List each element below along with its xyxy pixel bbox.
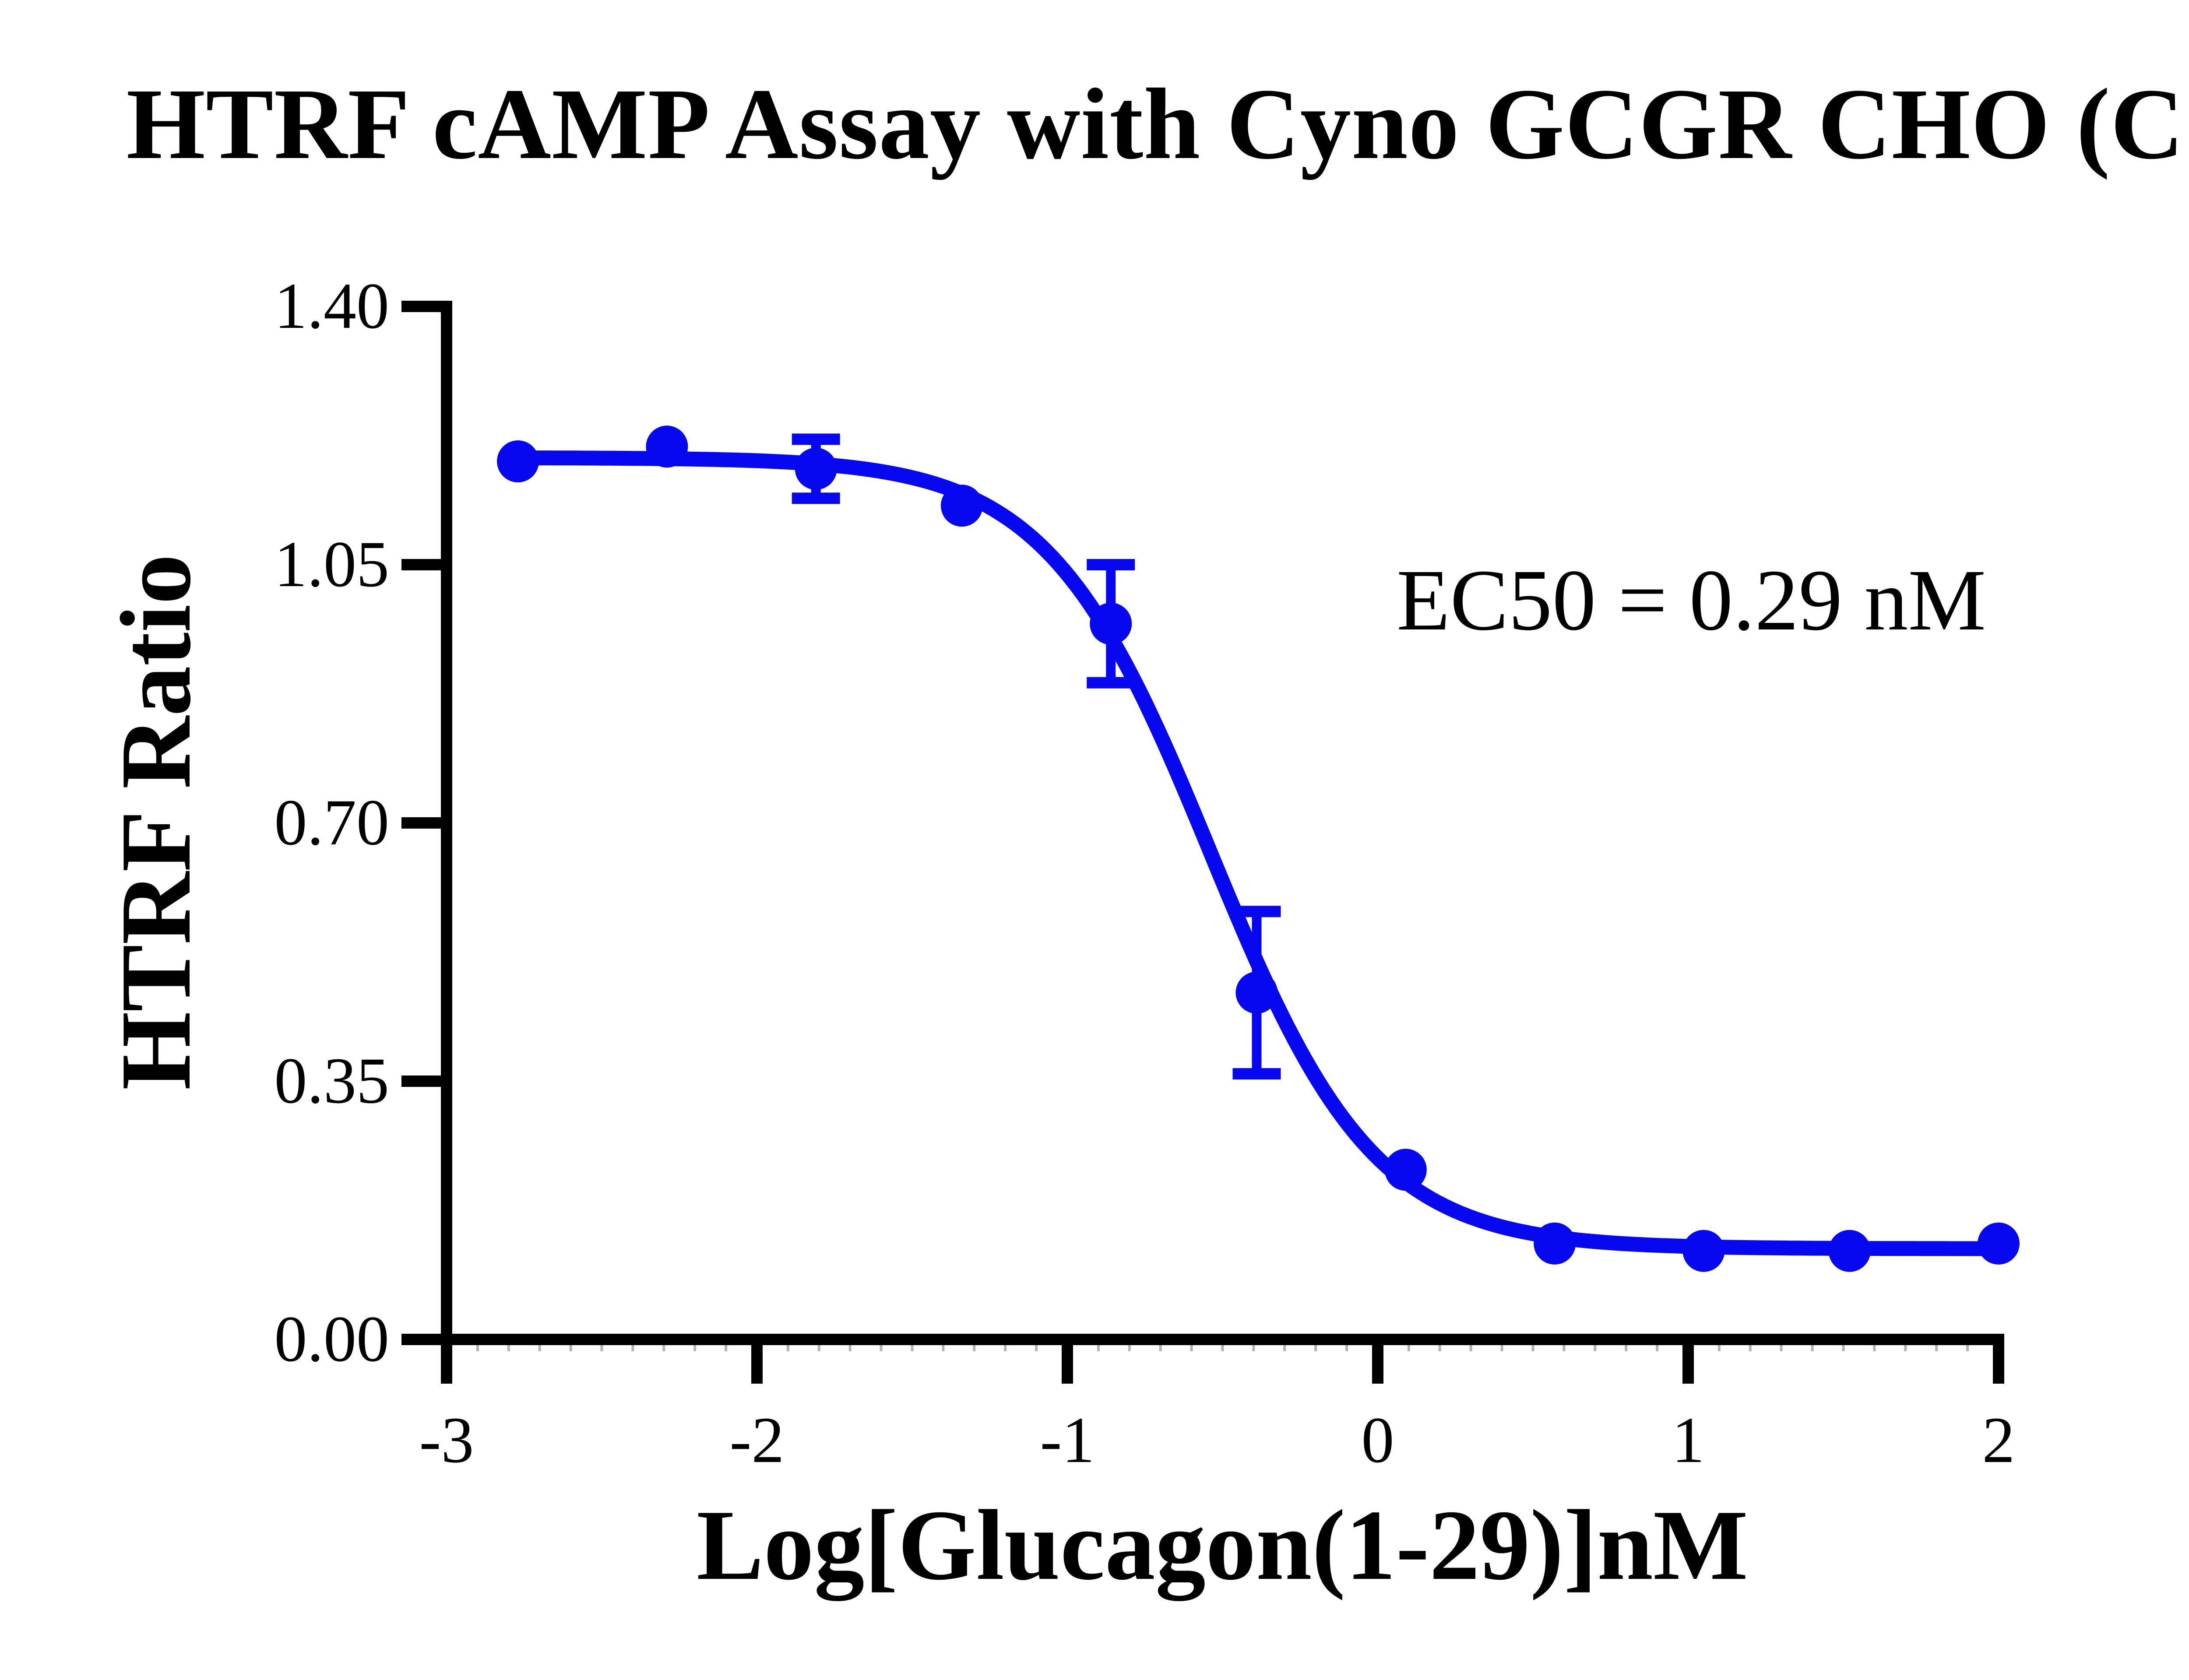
x-minor-tick bbox=[1594, 1345, 1597, 1351]
x-minor-tick bbox=[1159, 1345, 1162, 1351]
x-minor-tick bbox=[1345, 1345, 1348, 1351]
x-minor-tick bbox=[911, 1345, 914, 1351]
x-minor-tick bbox=[1221, 1345, 1224, 1351]
x-minor-tick bbox=[1438, 1345, 1441, 1351]
y-tick-label: 1.05 bbox=[275, 528, 390, 601]
x-tick bbox=[441, 1345, 452, 1384]
x-minor-tick bbox=[786, 1345, 789, 1351]
x-tick bbox=[751, 1345, 763, 1384]
x-minor-tick bbox=[1563, 1345, 1566, 1351]
x-axis-line bbox=[441, 1334, 2004, 1345]
tick-labels: 0.00 0.35 0.70 1.05 1.40 -3 -2 -1 0 1 2 bbox=[275, 270, 2015, 1476]
data-point-marker bbox=[1682, 1230, 1725, 1272]
x-minor-tick bbox=[973, 1345, 976, 1351]
x-minor-tick bbox=[1811, 1345, 1814, 1351]
x-minor-tick bbox=[1035, 1345, 1038, 1351]
x-minor-tick bbox=[1904, 1345, 1907, 1351]
x-minor-tick bbox=[1314, 1345, 1317, 1351]
x-minor-tick bbox=[1656, 1345, 1659, 1351]
data-point-marker bbox=[646, 425, 688, 468]
x-minor-tick bbox=[476, 1345, 479, 1351]
x-minor-tick bbox=[1407, 1345, 1410, 1351]
x-minor-tick bbox=[1500, 1345, 1503, 1351]
y-tick-label: 0.35 bbox=[275, 1044, 390, 1117]
y-axis-line bbox=[441, 301, 452, 1345]
x-minor-tick bbox=[1190, 1345, 1193, 1351]
y-tick-label: 0.70 bbox=[275, 786, 390, 859]
x-minor-tick bbox=[848, 1345, 852, 1351]
y-tick-label: 0.00 bbox=[275, 1303, 390, 1375]
x-minor-tick bbox=[1469, 1345, 1472, 1351]
x-minor-tick bbox=[631, 1345, 634, 1351]
x-minor-tick bbox=[880, 1345, 883, 1351]
x-minor-tick bbox=[1842, 1345, 1845, 1351]
x-minor-tick bbox=[1625, 1345, 1628, 1351]
x-tick bbox=[1372, 1345, 1383, 1384]
x-minor-tick bbox=[1717, 1345, 1721, 1351]
x-tick-label: 2 bbox=[1982, 1404, 2015, 1476]
x-minor-tick bbox=[817, 1345, 820, 1351]
error-bar-cap-bottom bbox=[792, 492, 840, 504]
data-points bbox=[497, 425, 2020, 1272]
x-minor-tick bbox=[1966, 1345, 1969, 1351]
y-tick bbox=[401, 817, 441, 829]
data-point-marker bbox=[497, 440, 539, 483]
x-tick-label: 1 bbox=[1672, 1404, 1705, 1476]
x-minor-tick bbox=[1283, 1345, 1286, 1351]
y-tick bbox=[401, 1334, 441, 1345]
data-point-marker bbox=[1384, 1149, 1427, 1191]
x-tick bbox=[1993, 1345, 2004, 1384]
x-tick-label: -1 bbox=[1040, 1404, 1095, 1476]
x-tick-label: -3 bbox=[419, 1404, 474, 1476]
x-tick bbox=[1682, 1345, 1694, 1384]
x-minor-tick bbox=[693, 1345, 697, 1351]
x-axis-title: Log[Glucagon(1-29)]nM bbox=[696, 1489, 1749, 1601]
y-tick-label: 1.40 bbox=[275, 270, 390, 342]
x-minor-tick bbox=[1780, 1345, 1783, 1351]
data-point-marker bbox=[1978, 1222, 2020, 1265]
x-tick-label: 0 bbox=[1362, 1404, 1394, 1476]
error-bars bbox=[792, 433, 1281, 1080]
x-minor-ticks bbox=[476, 1345, 1969, 1351]
y-tick bbox=[401, 301, 441, 313]
error-bar-cap-top bbox=[792, 433, 840, 445]
data-point-marker bbox=[1828, 1230, 1871, 1272]
x-minor-tick bbox=[1097, 1345, 1100, 1351]
x-tick bbox=[1062, 1345, 1073, 1384]
error-bar-cap-top bbox=[1087, 559, 1135, 571]
data-point-marker bbox=[940, 485, 983, 527]
x-minor-tick bbox=[1252, 1345, 1255, 1351]
error-bar-cap-bottom bbox=[1087, 677, 1135, 689]
x-minor-tick bbox=[1749, 1345, 1752, 1351]
y-tick bbox=[401, 559, 441, 571]
y-tick bbox=[401, 1075, 441, 1087]
error-bar-cap-top bbox=[1232, 906, 1281, 917]
x-minor-tick bbox=[1873, 1345, 1876, 1351]
x-minor-tick bbox=[1128, 1345, 1131, 1351]
chart-title: HTRF cAMP Assay with Cyno GCGR CHO (C10) bbox=[126, 68, 2189, 180]
x-minor-tick bbox=[1004, 1345, 1007, 1351]
x-minor-tick bbox=[1935, 1345, 1938, 1351]
data-point-marker bbox=[795, 447, 837, 490]
x-minor-tick bbox=[662, 1345, 665, 1351]
x-minor-tick bbox=[507, 1345, 510, 1351]
error-bar-cap-bottom bbox=[1232, 1068, 1281, 1080]
x-minor-tick bbox=[942, 1345, 945, 1351]
x-minor-tick bbox=[569, 1345, 572, 1351]
x-tick-label: -2 bbox=[730, 1404, 785, 1476]
x-minor-tick bbox=[600, 1345, 603, 1351]
data-point-marker bbox=[1235, 971, 1278, 1014]
axes bbox=[401, 301, 2004, 1384]
x-minor-tick bbox=[538, 1345, 541, 1351]
x-minor-tick bbox=[1531, 1345, 1534, 1351]
data-point-marker bbox=[1090, 602, 1132, 645]
data-point-marker bbox=[1534, 1222, 1576, 1265]
x-minor-tick bbox=[725, 1345, 728, 1351]
ec50-annotation: EC50 = 0.29 nM bbox=[1397, 552, 1986, 649]
